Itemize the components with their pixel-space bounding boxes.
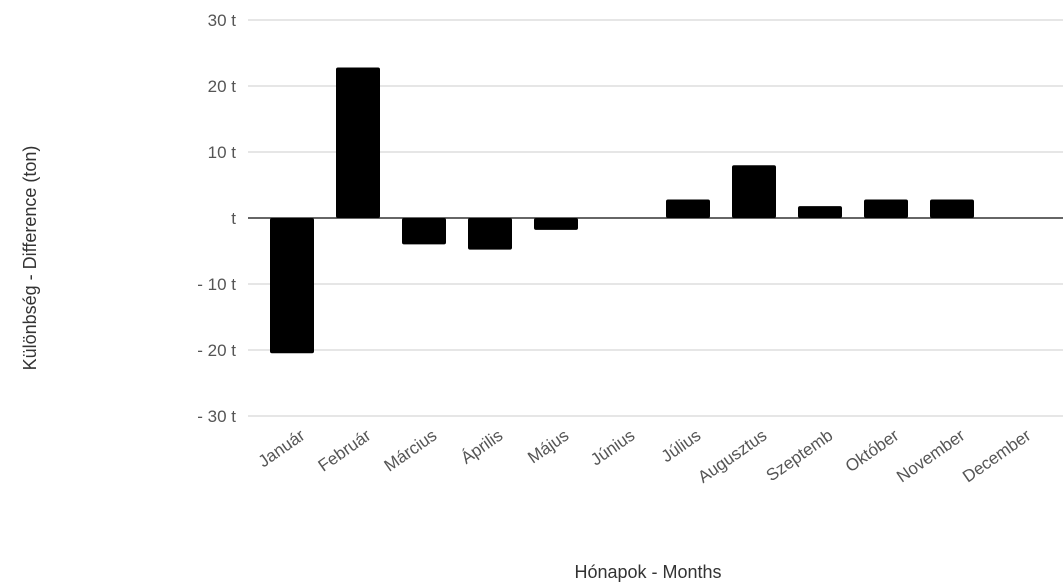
bars — [270, 67, 974, 354]
y-tick-label: t — [231, 209, 236, 228]
gridlines — [248, 19, 1063, 417]
bar — [336, 67, 380, 219]
y-tick-label: 30 t — [208, 11, 237, 30]
x-tick-label: Szeptemb — [763, 426, 837, 485]
y-tick-label: 20 t — [208, 77, 237, 96]
y-tick-label: - 20 t — [197, 341, 236, 360]
x-tick-label: Május — [524, 426, 572, 468]
x-tick-label: Február — [315, 426, 375, 476]
x-tick-label: Augusztus — [694, 426, 770, 487]
x-tick-label: December — [959, 426, 1034, 487]
x-tick-label: Április — [457, 426, 506, 468]
bar — [468, 218, 512, 250]
x-tick-label: Március — [381, 426, 441, 476]
x-tick-label: Október — [842, 426, 903, 476]
bar — [798, 206, 842, 218]
x-tick-label: Július — [658, 426, 705, 466]
y-tick-label: 10 t — [208, 143, 237, 162]
bar — [534, 218, 578, 230]
bar — [270, 218, 314, 354]
bar — [402, 218, 446, 245]
y-axis-title: Különbség - Difference (ton) — [20, 146, 40, 371]
bar — [864, 199, 908, 218]
bar — [666, 199, 710, 218]
bar — [732, 165, 776, 218]
x-axis-ticks: Január Február Március Április Május Június Jú… — [255, 426, 1035, 487]
x-tick-label: November — [893, 426, 968, 487]
y-axis-ticks: 30 t 20 t 10 t t - 10 t - 20 t - 30 t — [197, 11, 236, 426]
y-tick-label: - 30 t — [197, 407, 236, 426]
x-tick-label: Január — [255, 426, 309, 472]
y-tick-label: - 10 t — [197, 275, 236, 294]
bar — [930, 199, 974, 218]
x-tick-label: Június — [587, 426, 638, 470]
x-axis-title: Hónapok - Months — [574, 562, 721, 582]
